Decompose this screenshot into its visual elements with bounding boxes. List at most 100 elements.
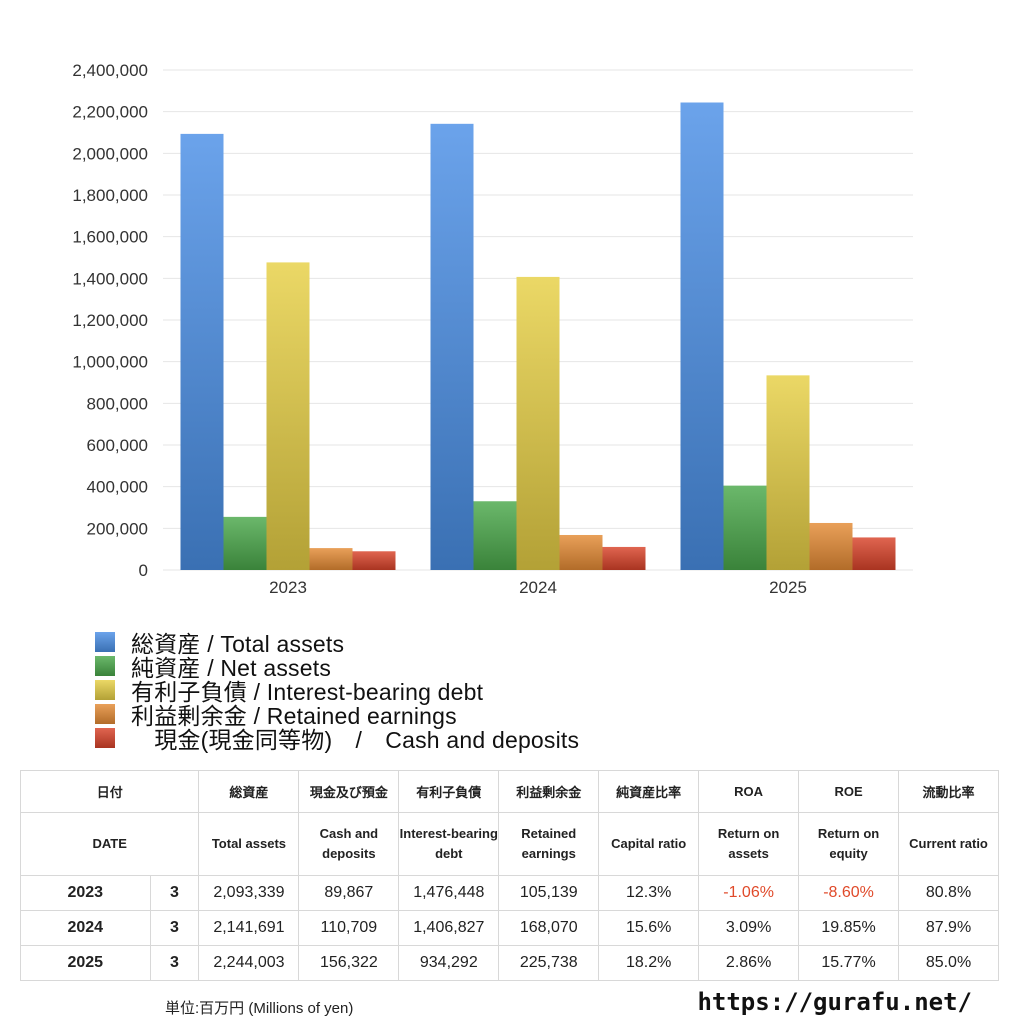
- header-debt-en: Interest-bearing debt: [398, 812, 500, 876]
- bar: [809, 522, 853, 570]
- legend-label: 有利子負債 / Interest-bearing debt: [131, 679, 484, 705]
- bar: [680, 102, 724, 570]
- financial-table: 日付 総資産 現金及び預金 有利子負債 利益剰余金 純資産比率 ROA ROE …: [19, 770, 999, 981]
- table-header-jp: 日付 総資産 現金及び預金 有利子負債 利益剰余金 純資産比率 ROA ROE …: [19, 770, 999, 813]
- cell-capital-ratio: 12.3%: [598, 875, 700, 911]
- cell-current-ratio: 85.0%: [898, 945, 999, 981]
- cell-roa: 2.86%: [698, 945, 800, 981]
- y-tick-label: 2,200,000: [72, 103, 148, 122]
- header-date-jp: 日付: [19, 770, 200, 813]
- legend-label: 総資産 / Total assets: [131, 631, 345, 657]
- header-total-assets-jp: 総資産: [198, 770, 300, 813]
- legend-label: 利益剰余金 / Retained earnings: [131, 703, 457, 729]
- legend-item: 総資産 / Total assets: [95, 630, 579, 657]
- table-row: 2025 3 2,244,003 156,322 934,292 225,738…: [20, 945, 999, 981]
- cell-current-ratio: 80.8%: [898, 875, 999, 911]
- cell-debt: 1,476,448: [398, 875, 500, 911]
- y-tick-label: 1,000,000: [72, 353, 148, 372]
- x-tick-label: 2023: [269, 578, 307, 597]
- cell-month: 3: [149, 945, 200, 981]
- bar: [473, 501, 517, 570]
- legend-swatch: [95, 728, 115, 748]
- header-roa-jp: ROA: [698, 770, 800, 813]
- header-date-en: DATE: [19, 812, 200, 876]
- y-tick-label: 800,000: [87, 394, 148, 413]
- bars: [180, 102, 896, 571]
- y-tick-label: 2,400,000: [72, 61, 148, 80]
- bar: [516, 276, 560, 570]
- bar: [180, 133, 224, 571]
- y-axis: 0 200,000 400,000 600,000 800,000 1,000,000 1,…: [72, 61, 148, 580]
- legend-item: 利益剰余金 / Retained earnings: [95, 702, 579, 729]
- legend-item: 有利子負債 / Interest-bearing debt: [95, 678, 579, 705]
- header-total-assets-en: Total assets: [198, 812, 300, 876]
- table-row: 2024 3 2,141,691 110,709 1,406,827 168,0…: [20, 910, 999, 946]
- table-row: 2023 3 2,093,339 89,867 1,476,448 105,13…: [20, 875, 999, 911]
- y-tick-label: 1,200,000: [72, 311, 148, 330]
- cell-cash: 156,322: [298, 945, 400, 981]
- legend-item: 純資産 / Net assets: [95, 654, 579, 681]
- y-tick-label: 0: [139, 561, 148, 580]
- y-tick-label: 2,000,000: [72, 144, 148, 163]
- cell-total-assets: 2,141,691: [198, 910, 300, 946]
- cell-retained: 105,139: [498, 875, 600, 911]
- legend-swatch: [95, 704, 115, 724]
- legend: 総資産 / Total assets 純資産 / Net assets 有利子負債 …: [95, 630, 579, 753]
- legend-label: 純資産 / Net assets: [131, 655, 332, 681]
- cell-capital-ratio: 18.2%: [598, 945, 700, 981]
- legend-label: 現金(現金同等物) / Cash and deposits: [131, 727, 580, 753]
- header-retained-jp: 利益剰余金: [498, 770, 600, 813]
- y-tick-label: 1,600,000: [72, 228, 148, 247]
- bar: [309, 548, 353, 570]
- header-current-ratio-en: Current ratio: [898, 812, 999, 876]
- y-tick-label: 600,000: [87, 436, 148, 455]
- y-tick-label: 200,000: [87, 519, 148, 538]
- bar: [766, 375, 810, 570]
- y-tick-label: 400,000: [87, 478, 148, 497]
- legend-swatch: [95, 680, 115, 700]
- cell-month: 3: [149, 910, 200, 946]
- cell-current-ratio: 87.9%: [898, 910, 999, 946]
- cell-capital-ratio: 15.6%: [598, 910, 700, 946]
- header-cash-en: Cash and deposits: [298, 812, 400, 876]
- bar: [723, 485, 767, 570]
- header-retained-en: Retained earnings: [498, 812, 600, 876]
- bar: [223, 516, 267, 570]
- bar-chart: 0 200,000 400,000 600,000 800,000 1,000,000 1,…: [72, 61, 913, 597]
- header-capital-ratio-jp: 純資産比率: [598, 770, 700, 813]
- cell-retained: 168,070: [498, 910, 600, 946]
- x-tick-label: 2024: [519, 578, 557, 597]
- cell-total-assets: 2,093,339: [198, 875, 300, 911]
- cell-roa: -1.06%: [698, 875, 800, 911]
- x-tick-label: 2025: [769, 578, 807, 597]
- cell-cash: 110,709: [298, 910, 400, 946]
- cell-year: 2024: [20, 910, 151, 946]
- header-capital-ratio-en: Capital ratio: [598, 812, 700, 876]
- legend-swatch: [95, 632, 115, 652]
- cell-debt: 934,292: [398, 945, 500, 981]
- cell-roe: 19.85%: [798, 910, 900, 946]
- bar: [352, 551, 396, 570]
- bar: [852, 537, 896, 570]
- table-header-en: DATE Total assets Cash and deposits Inte…: [19, 812, 999, 876]
- header-roa-en: Return on assets: [698, 812, 800, 876]
- legend-swatch: [95, 656, 115, 676]
- cell-year: 2025: [20, 945, 151, 981]
- unit-note: 単位:百万円 (Millions of yen): [165, 1000, 354, 1017]
- cell-roe: 15.77%: [798, 945, 900, 981]
- site-url: https://gurafu.net/: [697, 988, 972, 1016]
- cell-roa: 3.09%: [698, 910, 800, 946]
- bar: [430, 123, 474, 570]
- x-axis: 2023 2024 2025: [269, 578, 807, 597]
- cell-cash: 89,867: [298, 875, 400, 911]
- legend-item: 現金(現金同等物) / Cash and deposits: [95, 726, 579, 753]
- cell-year: 2023: [20, 875, 151, 911]
- cell-roe: -8.60%: [798, 875, 900, 911]
- y-tick-label: 1,800,000: [72, 186, 148, 205]
- header-debt-jp: 有利子負債: [398, 770, 500, 813]
- header-current-ratio-jp: 流動比率: [898, 770, 999, 813]
- cell-total-assets: 2,244,003: [198, 945, 300, 981]
- cell-debt: 1,406,827: [398, 910, 500, 946]
- cell-month: 3: [149, 875, 200, 911]
- y-tick-label: 1,400,000: [72, 269, 148, 288]
